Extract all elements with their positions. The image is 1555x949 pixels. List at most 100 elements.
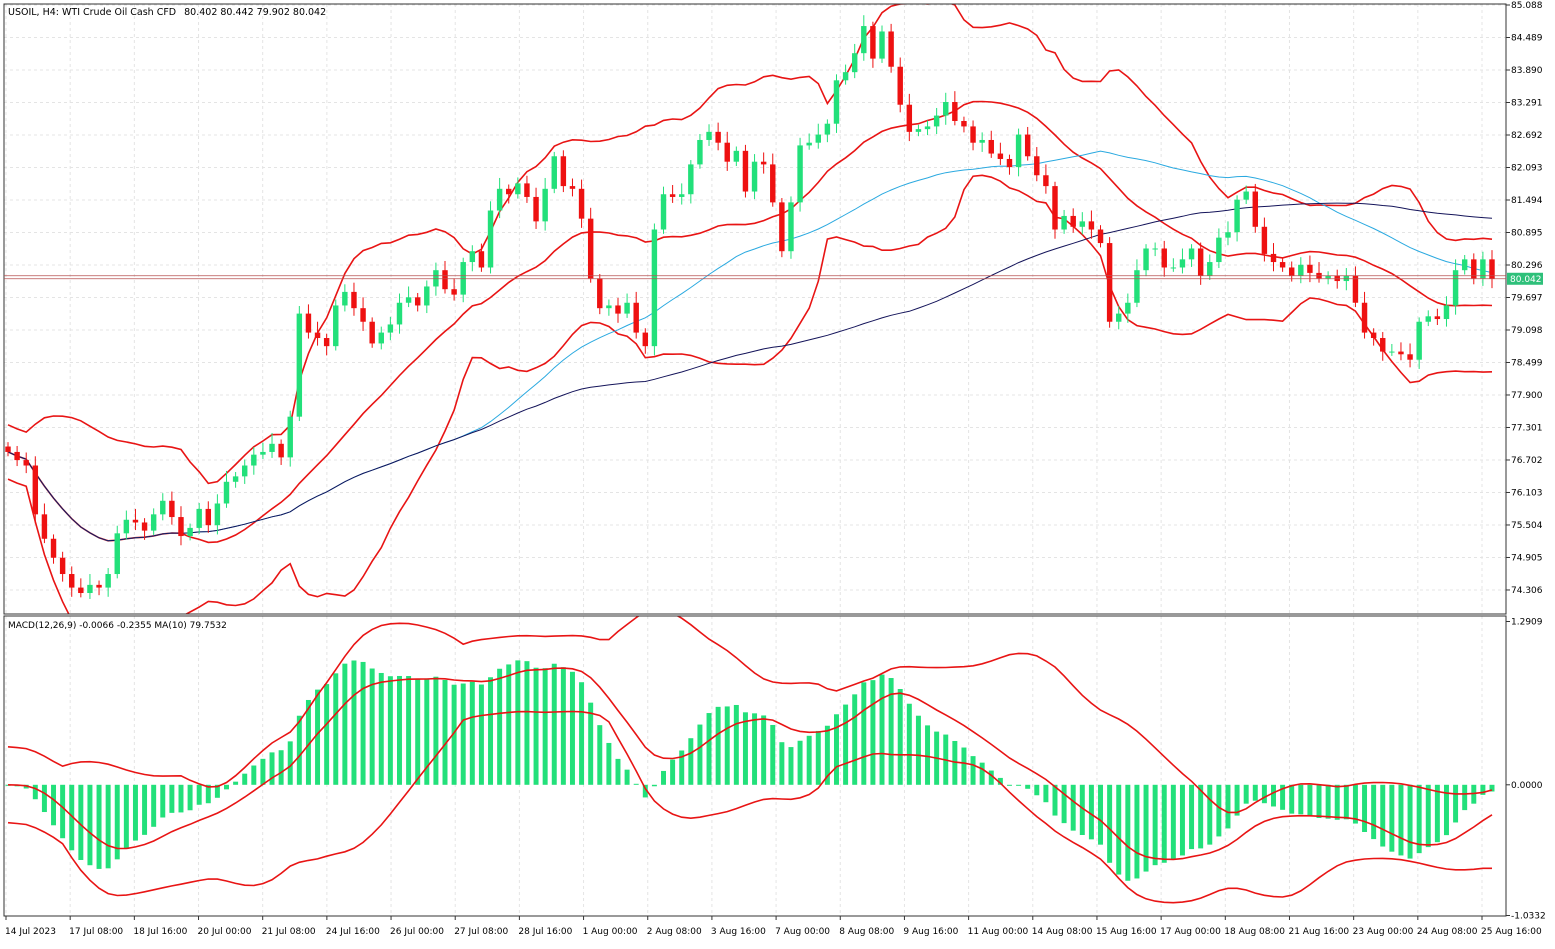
macd-bar <box>870 680 876 785</box>
candle-body <box>269 443 275 452</box>
candle-body <box>551 156 557 189</box>
candle-body <box>633 302 639 333</box>
macd-bar <box>961 747 967 785</box>
macd-bar <box>524 661 530 785</box>
price-tick-label: 77.900 <box>1511 391 1543 401</box>
macd-bar <box>733 704 739 785</box>
macd-bar <box>915 715 921 785</box>
main-panel-frame <box>3 3 1507 615</box>
macd-bar <box>315 689 321 785</box>
macd-bar <box>1179 784 1185 856</box>
macd-bar <box>1443 784 1449 836</box>
candle-body <box>487 210 494 268</box>
macd-bar <box>342 663 348 785</box>
candle-body <box>1152 248 1158 250</box>
macd-bar <box>761 715 767 785</box>
candle-body <box>178 517 184 537</box>
macd-bar <box>551 663 557 785</box>
candle-body <box>1061 215 1067 230</box>
candle-body <box>1471 259 1477 279</box>
macd-bar <box>396 675 402 785</box>
macd-bar <box>1143 784 1149 872</box>
time-tick-label: 7 Aug 00:00 <box>775 927 830 937</box>
candle-body <box>369 321 375 344</box>
candle-body <box>1006 158 1013 168</box>
macd-bar <box>1325 784 1331 819</box>
candle-body <box>1307 264 1313 273</box>
candle-body <box>405 297 412 303</box>
candle-body <box>587 218 594 279</box>
candle-body <box>578 188 585 219</box>
macd-bar <box>469 681 475 785</box>
time-tick-label: 11 Aug 00:00 <box>968 927 1029 937</box>
candle-body <box>797 145 803 203</box>
price-tick-label: 83.890 <box>1511 66 1543 76</box>
candle-body <box>1434 316 1441 320</box>
last-price-tag <box>1507 272 1543 285</box>
macd-bar <box>1371 784 1377 840</box>
macd-bar <box>23 784 29 789</box>
price-axis: 85.088 84.489 83.890 83.291 82.692 82.093 81.4… <box>1506 1 1546 922</box>
macd-bar <box>651 784 657 787</box>
moving-averages <box>7 150 1493 542</box>
macd-bar <box>1234 784 1240 816</box>
candle-body <box>5 446 11 452</box>
candle-body <box>669 194 676 197</box>
candle-body <box>897 66 903 105</box>
macd-bar <box>1225 784 1231 829</box>
macd-bar <box>1416 784 1422 854</box>
macd-bar <box>1207 784 1213 845</box>
macd-bar <box>706 713 712 785</box>
macd-bar <box>1389 784 1395 852</box>
candle-body <box>606 305 612 309</box>
macd-bar <box>169 784 175 813</box>
macd-bar <box>351 660 357 785</box>
candle-body <box>1243 191 1249 200</box>
macd-bar <box>1243 784 1249 804</box>
candle-body <box>933 115 940 127</box>
macd-bar <box>1070 784 1076 831</box>
candle-body <box>660 194 667 230</box>
macd-bar <box>779 742 785 785</box>
candle-body <box>997 153 1004 159</box>
macd-bar <box>1061 784 1067 824</box>
candle-body <box>123 519 130 534</box>
candle-body <box>770 164 776 203</box>
time-tick-label: 25 Aug 16:00 <box>1481 927 1542 937</box>
time-tick-label: 2 Aug 08:00 <box>647 927 702 937</box>
candle-body <box>478 251 485 268</box>
macd-bar <box>1006 784 1012 786</box>
macd-bar <box>269 752 275 785</box>
macd-signal-line <box>7 667 1493 861</box>
candle-body <box>1334 275 1340 282</box>
last-price-label: 80.042 <box>1510 275 1542 285</box>
macd-label: MACD(12,26,9) -0.0066 -0.2355 MA(10) 79.… <box>8 621 227 631</box>
macd-bar <box>1025 784 1031 789</box>
macd-tick-label: -1.0332 <box>1511 912 1546 922</box>
macd-bar <box>87 784 93 866</box>
macd-bar <box>132 784 138 841</box>
candle-body <box>533 196 539 222</box>
macd-bar <box>679 750 685 785</box>
macd-bar <box>970 756 976 785</box>
price-tick-label: 84.489 <box>1511 33 1543 43</box>
price-tick-label: 79.098 <box>1511 326 1543 336</box>
macd-bar <box>51 784 57 826</box>
candle-body <box>214 503 221 526</box>
candle-body <box>1197 248 1204 276</box>
macd-bar <box>296 715 302 785</box>
macd-bar <box>670 759 676 785</box>
macd-bar <box>123 784 129 849</box>
macd-bar <box>205 784 211 804</box>
bb-lower <box>7 174 1493 614</box>
macd-bar <box>415 678 421 785</box>
candle-body <box>424 286 430 306</box>
price-tick-label: 85.088 <box>1511 1 1543 11</box>
candle-body <box>305 313 312 333</box>
candle-body <box>1070 215 1076 227</box>
candle-body <box>1134 270 1140 303</box>
candle-body <box>314 332 321 339</box>
macd-bar <box>979 762 985 785</box>
macd-bar <box>387 676 393 785</box>
